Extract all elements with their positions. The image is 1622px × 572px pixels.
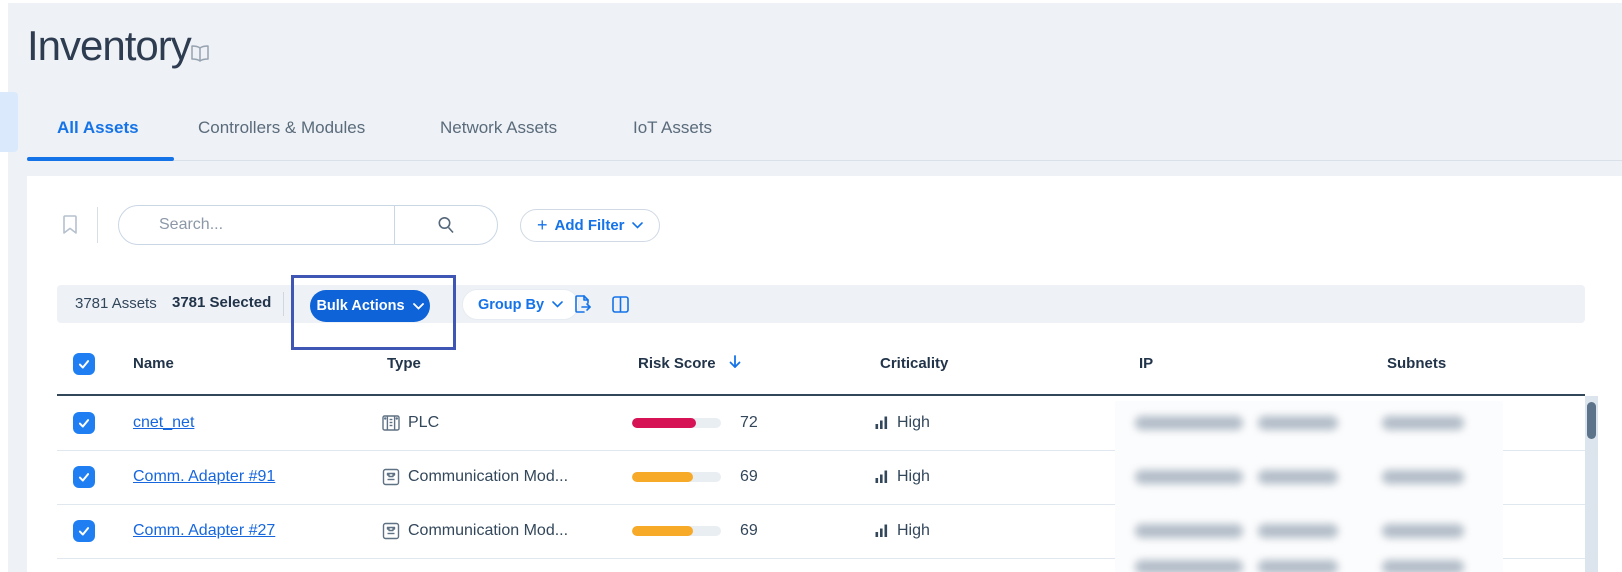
export-icon[interactable] (570, 292, 594, 316)
communication-module-icon (381, 467, 401, 487)
risk-score-bar (632, 472, 721, 482)
columns-icon[interactable] (608, 292, 632, 316)
divider (394, 206, 395, 244)
chevron-down-icon (412, 302, 424, 310)
chevron-down-icon (552, 301, 563, 308)
column-header-ip[interactable]: IP (1139, 355, 1154, 372)
scrollbar-track[interactable] (1585, 396, 1598, 572)
redacted-ip-value (1258, 416, 1338, 430)
row-checkbox[interactable] (73, 412, 95, 434)
bulk-actions-button[interactable]: Bulk Actions (310, 290, 430, 322)
tab-controllers-modules[interactable]: Controllers & Modules (198, 118, 366, 137)
redacted-subnet-value (1382, 416, 1464, 430)
redacted-ip-value (1135, 416, 1243, 430)
group-by-label: Group By (478, 296, 545, 313)
risk-score-value: 69 (740, 468, 758, 485)
redacted-subnet-value (1382, 524, 1464, 538)
criticality-value: High (897, 468, 930, 485)
add-filter-label: Add Filter (554, 217, 625, 234)
search-bar (118, 205, 498, 245)
column-header-criticality[interactable]: Criticality (880, 355, 949, 372)
sort-descending-icon[interactable] (728, 354, 742, 375)
plc-icon (381, 413, 401, 433)
criticality-value: High (897, 522, 930, 539)
risk-score-bar-fill (632, 472, 693, 482)
redacted-ip-value (1258, 524, 1338, 538)
sidebar-active-indicator (0, 92, 18, 152)
column-header-subnets[interactable]: Subnets (1387, 355, 1447, 372)
highlight-annotation-box (291, 275, 456, 350)
scrollbar-thumb[interactable] (1587, 402, 1596, 439)
column-header-type[interactable]: Type (387, 355, 421, 372)
row-separator (57, 504, 1585, 505)
column-header-name[interactable]: Name (133, 355, 174, 372)
asset-name-link[interactable]: Comm. Adapter #91 (133, 468, 276, 485)
risk-score-bar-fill (632, 418, 696, 428)
table-header-border (57, 394, 1585, 396)
risk-score-bar-fill (632, 526, 693, 536)
row-checkbox[interactable] (73, 466, 95, 488)
redacted-ip-value (1135, 524, 1243, 538)
divider (97, 207, 98, 243)
asset-type: PLC (408, 414, 440, 431)
row-checkbox[interactable] (73, 520, 95, 542)
select-all-checkbox[interactable] (73, 353, 95, 375)
page-title: Inventory (27, 22, 192, 69)
redacted-ip-value (1258, 470, 1338, 484)
risk-score-bar (632, 418, 721, 428)
bookmark-icon[interactable] (55, 209, 85, 241)
redacted-ip-value (1258, 560, 1338, 572)
redacted-ip-value (1135, 560, 1243, 572)
row-separator (57, 558, 1585, 559)
chevron-down-icon (631, 222, 643, 229)
book-icon[interactable] (188, 42, 212, 66)
divider (283, 292, 284, 316)
communication-module-icon (381, 521, 401, 541)
redacted-subnet-value (1382, 560, 1464, 572)
asset-type: Communication Mod... (408, 468, 569, 485)
asset-type: Communication Mod... (408, 522, 569, 539)
group-by-button[interactable]: Group By (462, 289, 580, 320)
plus-icon: + (537, 215, 548, 235)
bulk-actions-label: Bulk Actions (316, 298, 405, 314)
criticality-value: High (897, 414, 930, 431)
magnifier-icon[interactable] (395, 215, 497, 235)
bar-chart-icon (875, 469, 889, 484)
tab-iot-assets[interactable]: IoT Assets (633, 118, 713, 137)
risk-score-bar (632, 526, 721, 536)
selected-count: 3781 Selected (172, 294, 272, 311)
asset-name-link[interactable]: Comm. Adapter #27 (133, 522, 276, 539)
risk-score-value: 69 (740, 522, 758, 539)
tab-all-assets[interactable]: All Assets (57, 118, 139, 137)
row-separator (57, 450, 1585, 451)
redacted-region (1115, 401, 1503, 572)
bar-chart-icon (875, 523, 889, 538)
table-toolbar (57, 285, 1585, 323)
asset-name-link[interactable]: cnet_net (133, 414, 195, 431)
assets-count: 3781 Assets (75, 295, 157, 312)
tab-network-assets[interactable]: Network Assets (440, 118, 558, 137)
column-header-risk-score[interactable]: Risk Score (638, 355, 716, 372)
redacted-ip-value (1135, 470, 1243, 484)
active-tab-underline (27, 157, 174, 161)
redacted-subnet-value (1382, 470, 1464, 484)
search-input[interactable] (119, 216, 394, 234)
add-filter-button[interactable]: + Add Filter (520, 209, 660, 242)
bar-chart-icon (875, 415, 889, 430)
tabs-divider (27, 160, 1622, 161)
risk-score-value: 72 (740, 414, 758, 431)
